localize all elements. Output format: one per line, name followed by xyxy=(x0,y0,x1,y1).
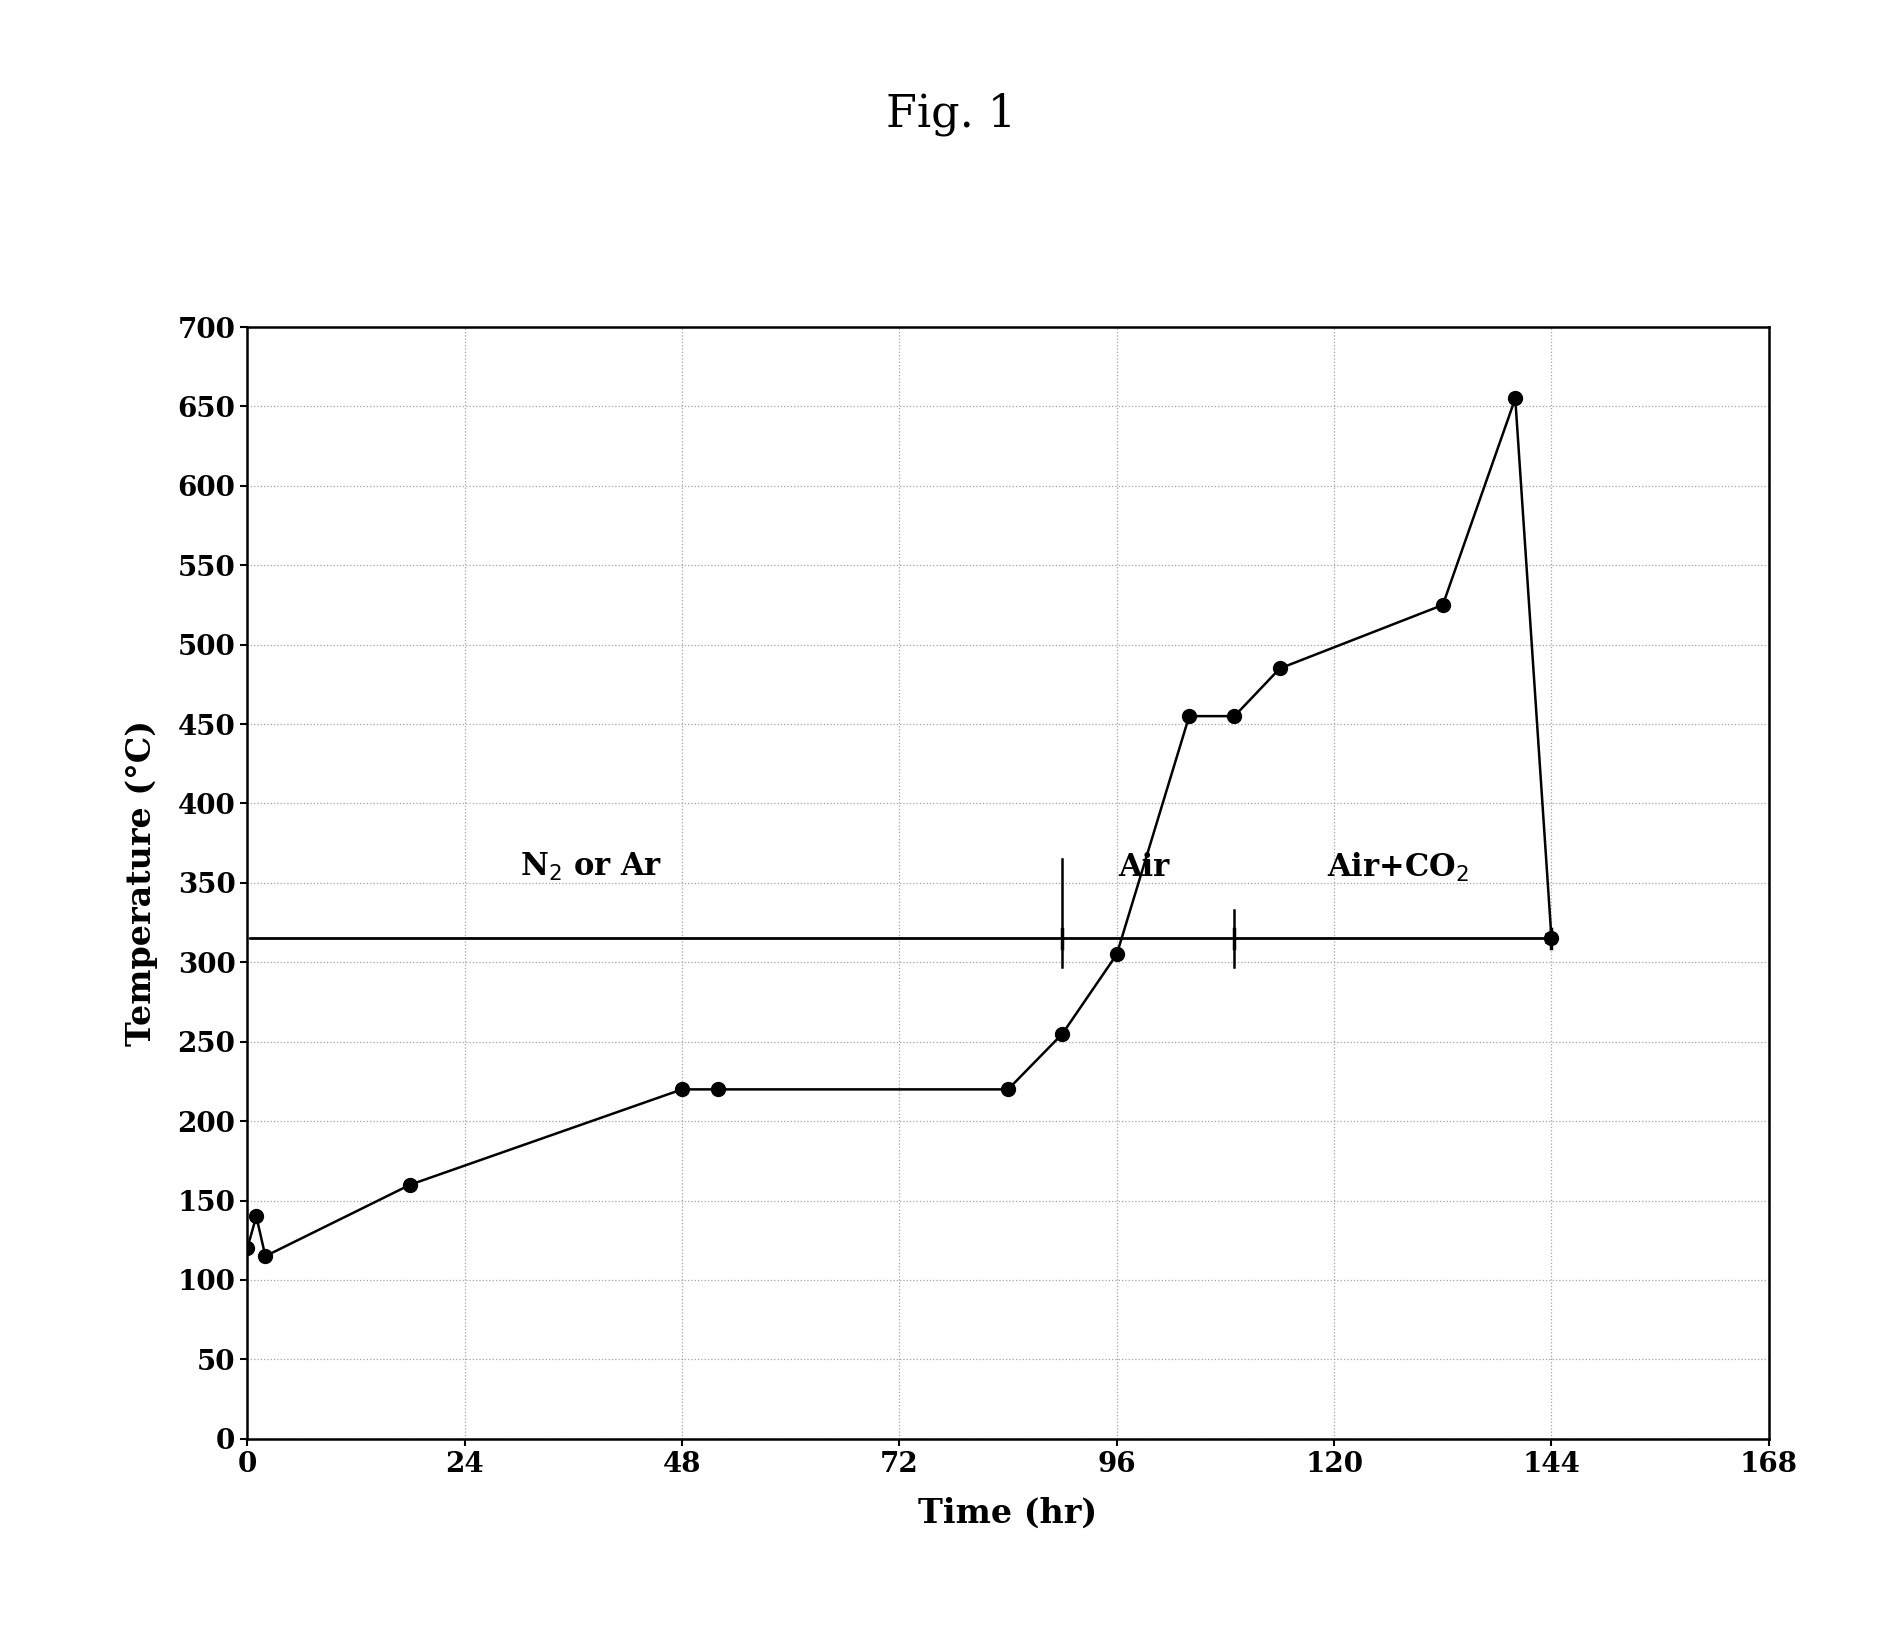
Text: N$_2$ or Ar: N$_2$ or Ar xyxy=(521,850,662,883)
Text: Fig. 1: Fig. 1 xyxy=(886,93,1016,136)
Y-axis label: Temperature (°C): Temperature (°C) xyxy=(126,719,158,1046)
Text: Air: Air xyxy=(1118,852,1170,883)
X-axis label: Time (hr): Time (hr) xyxy=(919,1498,1097,1530)
Text: Air+CO$_2$: Air+CO$_2$ xyxy=(1326,850,1468,883)
